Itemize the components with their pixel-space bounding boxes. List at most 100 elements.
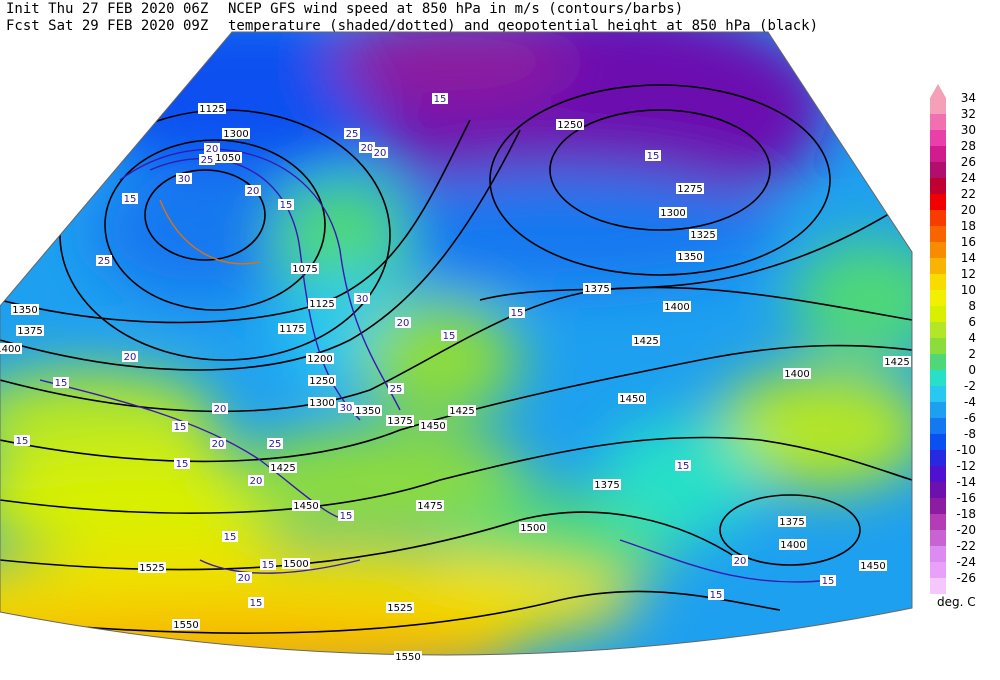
wind-label: 20 (206, 144, 219, 155)
wind-label-box (372, 147, 388, 158)
height-label: 1050 (215, 153, 240, 164)
height-label-box (519, 522, 547, 533)
wind-label-box (248, 475, 264, 486)
colorbar-label: -18 (956, 507, 976, 521)
colorbar-label: -20 (956, 523, 976, 537)
wind-label: 15 (443, 331, 456, 342)
height-label-box (138, 562, 166, 573)
height-label: 1450 (420, 421, 445, 432)
height-label: 1300 (660, 208, 685, 219)
height-label-box (583, 283, 611, 294)
colorbar-label: 0 (968, 363, 976, 377)
colorbar-label: 8 (968, 299, 976, 313)
height-label: 1300 (309, 398, 334, 409)
colorbar-label: 32 (961, 107, 976, 121)
height-label: 1550 (173, 620, 198, 631)
height-label-box (354, 405, 382, 416)
wind-label: 15 (511, 308, 524, 319)
wind-label-box (338, 402, 354, 413)
colorbar-unit: deg. C (937, 595, 976, 609)
height-label: 1450 (860, 561, 885, 572)
height-label-box (386, 602, 414, 613)
wind-label: 15 (176, 459, 189, 470)
height-label: 1200 (307, 354, 332, 365)
colorbar-swatch (930, 306, 946, 322)
colorbar-swatch (930, 386, 946, 402)
wind-label: 30 (178, 174, 191, 185)
colorbar-swatch (930, 162, 946, 178)
wind-label: 20 (374, 148, 387, 159)
wind-label-box (820, 575, 836, 586)
init-time: Init Thu 27 FEB 2020 06Z (6, 1, 208, 17)
wind-label-box (260, 559, 276, 570)
colorbar-label: -8 (964, 427, 976, 441)
colorbar-swatch (930, 146, 946, 162)
height-label-box (659, 207, 687, 218)
wind-label-box (96, 255, 112, 266)
colorbar-swatch (930, 514, 946, 530)
wind-label-box (248, 597, 264, 608)
colorbar-label: -26 (956, 571, 976, 585)
wind-label: 15 (280, 200, 293, 211)
wind-label: 20 (214, 404, 227, 415)
colorbar-swatch (930, 418, 946, 434)
wind-label-box (388, 383, 404, 394)
colorbar-swatch (930, 242, 946, 258)
height-label: 1375 (584, 284, 609, 295)
colorbar-swatch (930, 114, 946, 130)
height-label: 1175 (279, 324, 304, 335)
wind-label: 20 (238, 573, 251, 584)
wind-label: 15 (224, 532, 237, 543)
wind-label: 20 (397, 318, 410, 329)
height-label: 1525 (139, 563, 164, 574)
height-label: 1425 (270, 463, 295, 474)
wind-label: 20 (250, 476, 263, 487)
colorbar-swatch (930, 450, 946, 466)
wind-label: 20 (212, 439, 225, 450)
wind-label-box (212, 403, 228, 414)
colorbar-swatch (930, 546, 946, 562)
wind-label-box (278, 199, 294, 210)
forecast-time: Fcst Sat 29 FEB 2020 09Z (6, 18, 208, 34)
height-label-box (394, 651, 422, 662)
wind-label: 15 (16, 436, 29, 447)
wind-label-box (432, 93, 448, 104)
colorbar-swatch (930, 226, 946, 242)
colorbar-swatch (930, 354, 946, 370)
colorbar-label: 12 (961, 267, 976, 281)
colorbar-label: 22 (961, 187, 976, 201)
height-label: 1550 (395, 652, 420, 663)
colorbar-label: 10 (961, 283, 976, 297)
height-label-box (198, 103, 226, 114)
wind-label: 25 (269, 439, 282, 450)
height-label-box (214, 152, 242, 163)
wind-label: 20 (247, 186, 260, 197)
wind-label: 15 (647, 151, 660, 162)
height-label: 1375 (387, 416, 412, 427)
colorbar-label: 18 (961, 219, 976, 233)
colorbar-label: 4 (968, 331, 976, 345)
height-label-box (291, 263, 319, 274)
height-label: 1250 (309, 376, 334, 387)
colorbar-swatch (930, 482, 946, 498)
height-label: 1350 (355, 406, 380, 417)
height-label: 1525 (387, 603, 412, 614)
wind-label: 20 (734, 556, 747, 567)
wind-label: 15 (262, 560, 275, 571)
wind-label: 20 (361, 143, 374, 154)
colorbar-label: -22 (956, 539, 976, 553)
colorbar-swatch (930, 338, 946, 354)
height-label: 1425 (884, 357, 909, 368)
wind-label-box (645, 150, 661, 161)
colorbar-label: -12 (956, 459, 976, 473)
height-label-box (419, 420, 447, 431)
wind-label: 15 (174, 422, 187, 433)
height-label-box (632, 335, 660, 346)
height-label: 1125 (309, 299, 334, 310)
height-label-box (292, 500, 320, 511)
wind-label-box (176, 173, 192, 184)
height-label-box (0, 343, 22, 354)
wind-label-box (395, 317, 411, 328)
wind-label: 15 (710, 590, 723, 601)
